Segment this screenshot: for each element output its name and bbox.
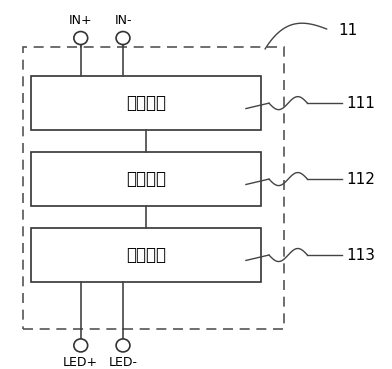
Text: IN-: IN-: [114, 14, 132, 27]
Text: 111: 111: [346, 96, 375, 111]
Text: LED-: LED-: [109, 356, 138, 369]
Bar: [31, 152, 261, 206]
Bar: [23, 47, 284, 329]
Text: LED+: LED+: [63, 356, 98, 369]
Text: IN+: IN+: [69, 14, 93, 27]
Text: 整流芒片: 整流芒片: [126, 94, 166, 112]
Text: 恒流芒片: 恒流芒片: [126, 170, 166, 188]
Bar: [31, 228, 261, 282]
Circle shape: [116, 31, 130, 45]
Text: 11: 11: [338, 23, 358, 38]
Bar: [31, 76, 261, 130]
Text: 113: 113: [346, 248, 375, 262]
Text: 滤波芒片: 滤波芒片: [126, 246, 166, 264]
Circle shape: [74, 31, 88, 45]
Circle shape: [74, 339, 88, 352]
Text: 112: 112: [346, 172, 375, 187]
Circle shape: [116, 339, 130, 352]
